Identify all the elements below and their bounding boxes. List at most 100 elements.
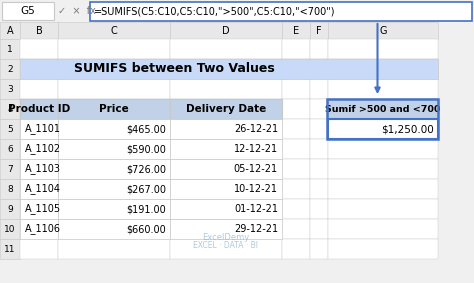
FancyBboxPatch shape (170, 99, 282, 119)
FancyBboxPatch shape (282, 159, 310, 179)
FancyBboxPatch shape (310, 99, 328, 119)
Text: ExcelDemy: ExcelDemy (202, 233, 250, 241)
FancyBboxPatch shape (328, 119, 438, 139)
Text: ✓  ×  fx: ✓ × fx (58, 6, 96, 16)
FancyBboxPatch shape (282, 79, 310, 99)
FancyBboxPatch shape (170, 159, 282, 179)
Text: $1,250.00: $1,250.00 (381, 124, 434, 134)
FancyBboxPatch shape (170, 159, 282, 179)
FancyBboxPatch shape (170, 139, 282, 159)
FancyBboxPatch shape (170, 179, 282, 199)
Text: F: F (316, 25, 322, 35)
FancyBboxPatch shape (0, 179, 20, 199)
FancyBboxPatch shape (0, 119, 20, 139)
FancyBboxPatch shape (328, 179, 438, 199)
FancyBboxPatch shape (58, 199, 170, 219)
FancyBboxPatch shape (0, 79, 20, 99)
Text: G5: G5 (21, 6, 36, 16)
FancyBboxPatch shape (2, 2, 54, 20)
FancyBboxPatch shape (20, 179, 58, 199)
FancyBboxPatch shape (328, 79, 438, 99)
FancyBboxPatch shape (310, 22, 328, 39)
FancyBboxPatch shape (0, 239, 20, 259)
FancyBboxPatch shape (0, 22, 20, 39)
FancyBboxPatch shape (58, 99, 170, 119)
FancyBboxPatch shape (20, 139, 58, 159)
Text: E: E (293, 25, 299, 35)
FancyBboxPatch shape (310, 79, 328, 99)
FancyBboxPatch shape (310, 179, 328, 199)
Text: 4: 4 (7, 104, 13, 113)
FancyBboxPatch shape (58, 79, 170, 99)
FancyBboxPatch shape (0, 159, 20, 179)
Text: 01-12-21: 01-12-21 (234, 204, 278, 214)
Text: Price: Price (99, 104, 129, 114)
FancyBboxPatch shape (170, 179, 282, 199)
FancyBboxPatch shape (170, 139, 282, 159)
FancyBboxPatch shape (20, 22, 58, 39)
FancyBboxPatch shape (170, 59, 282, 79)
FancyBboxPatch shape (58, 139, 170, 159)
FancyBboxPatch shape (310, 39, 328, 59)
FancyBboxPatch shape (90, 2, 472, 21)
Text: 10: 10 (4, 224, 16, 233)
Text: 12-12-21: 12-12-21 (234, 144, 278, 154)
Text: A_1102: A_1102 (25, 143, 61, 155)
Text: 1: 1 (7, 44, 13, 53)
FancyBboxPatch shape (170, 239, 282, 259)
Text: $590.00: $590.00 (126, 144, 166, 154)
Text: 9: 9 (7, 205, 13, 213)
FancyBboxPatch shape (170, 219, 282, 239)
FancyBboxPatch shape (20, 219, 58, 239)
FancyBboxPatch shape (282, 22, 310, 39)
Text: 2: 2 (7, 65, 13, 74)
FancyBboxPatch shape (170, 79, 282, 99)
FancyBboxPatch shape (20, 199, 58, 219)
FancyBboxPatch shape (58, 179, 170, 199)
FancyBboxPatch shape (0, 39, 20, 59)
Text: 6: 6 (7, 145, 13, 153)
Text: C: C (110, 25, 118, 35)
FancyBboxPatch shape (58, 179, 170, 199)
Text: Sumif >500 and <700: Sumif >500 and <700 (325, 104, 441, 113)
FancyBboxPatch shape (282, 179, 310, 199)
FancyBboxPatch shape (328, 39, 438, 59)
FancyBboxPatch shape (310, 139, 328, 159)
FancyBboxPatch shape (20, 59, 58, 79)
FancyBboxPatch shape (328, 59, 438, 79)
Text: $191.00: $191.00 (126, 204, 166, 214)
FancyBboxPatch shape (170, 199, 282, 219)
FancyBboxPatch shape (310, 59, 328, 79)
FancyBboxPatch shape (328, 22, 438, 39)
FancyBboxPatch shape (0, 0, 474, 22)
FancyBboxPatch shape (282, 219, 310, 239)
Text: A_1105: A_1105 (25, 203, 61, 215)
Text: Delivery Date: Delivery Date (186, 104, 266, 114)
FancyBboxPatch shape (310, 199, 328, 219)
FancyBboxPatch shape (282, 139, 310, 159)
Text: 10-12-21: 10-12-21 (234, 184, 278, 194)
FancyBboxPatch shape (58, 159, 170, 179)
FancyBboxPatch shape (170, 199, 282, 219)
Text: B: B (36, 25, 42, 35)
FancyBboxPatch shape (328, 219, 438, 239)
FancyBboxPatch shape (0, 99, 20, 119)
Text: 7: 7 (7, 164, 13, 173)
Text: A: A (7, 25, 13, 35)
FancyBboxPatch shape (328, 99, 438, 119)
FancyBboxPatch shape (58, 119, 170, 139)
Text: G: G (379, 25, 387, 35)
FancyBboxPatch shape (0, 59, 20, 79)
Text: $726.00: $726.00 (126, 164, 166, 174)
FancyBboxPatch shape (328, 119, 438, 139)
Text: =SUMIFS(C5:C10,C5:C10,">500",C5:C10,"<700"): =SUMIFS(C5:C10,C5:C10,">500",C5:C10,"<70… (94, 6, 336, 16)
FancyBboxPatch shape (58, 199, 170, 219)
FancyBboxPatch shape (282, 99, 310, 119)
FancyBboxPatch shape (170, 219, 282, 239)
FancyBboxPatch shape (310, 219, 328, 239)
FancyBboxPatch shape (20, 79, 58, 99)
FancyBboxPatch shape (310, 159, 328, 179)
Text: 26-12-21: 26-12-21 (234, 124, 278, 134)
FancyBboxPatch shape (328, 239, 438, 259)
FancyBboxPatch shape (20, 99, 58, 119)
